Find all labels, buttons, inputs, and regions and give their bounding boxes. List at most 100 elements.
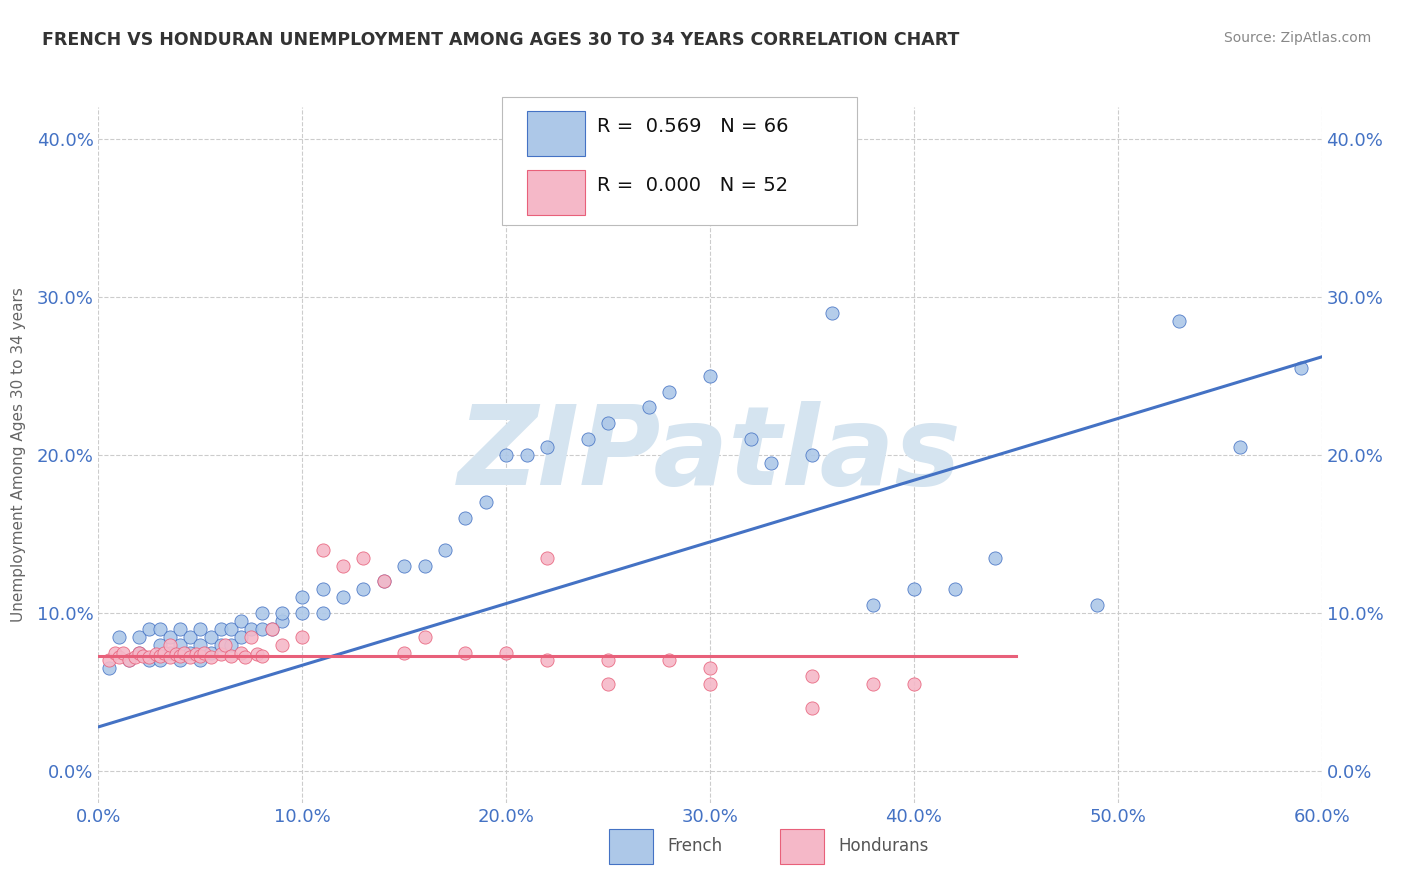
Point	[169, 653, 191, 667]
Point	[1167, 313, 1189, 327]
Point	[270, 606, 294, 620]
Point	[332, 591, 354, 605]
Point	[231, 630, 253, 644]
Point	[173, 646, 195, 660]
Point	[434, 542, 457, 557]
FancyBboxPatch shape	[526, 169, 585, 215]
Point	[352, 582, 374, 597]
Text: FRENCH VS HONDURAN UNEMPLOYMENT AMONG AGES 30 TO 34 YEARS CORRELATION CHART: FRENCH VS HONDURAN UNEMPLOYMENT AMONG AG…	[42, 31, 959, 49]
Text: R =  0.000   N = 52: R = 0.000 N = 52	[598, 176, 789, 194]
Point	[128, 646, 150, 660]
Point	[188, 648, 212, 663]
Point	[233, 650, 256, 665]
Point	[97, 661, 120, 675]
Point	[159, 650, 181, 665]
Point	[231, 614, 253, 628]
Point	[250, 648, 273, 663]
Point	[118, 653, 141, 667]
Point	[658, 384, 681, 399]
Point	[200, 630, 222, 644]
Point	[145, 647, 167, 661]
Point	[862, 598, 884, 612]
Point	[240, 622, 263, 636]
Point	[152, 646, 174, 660]
Point	[598, 653, 620, 667]
Point	[97, 653, 120, 667]
Point	[862, 677, 884, 691]
Point	[219, 638, 242, 652]
Point	[516, 448, 538, 462]
Point	[392, 646, 416, 660]
Point	[699, 368, 721, 383]
Point	[312, 606, 335, 620]
Point	[495, 448, 517, 462]
Point	[352, 550, 374, 565]
Point	[260, 622, 283, 636]
Point	[149, 653, 172, 667]
Point	[209, 647, 232, 661]
Point	[1229, 440, 1251, 454]
Point	[903, 677, 925, 691]
Point	[312, 542, 335, 557]
Point	[231, 646, 253, 660]
Point	[132, 648, 155, 663]
Point	[108, 650, 131, 665]
Text: Source: ZipAtlas.com: Source: ZipAtlas.com	[1223, 31, 1371, 45]
Point	[270, 638, 294, 652]
Point	[740, 432, 762, 446]
Point	[761, 456, 783, 470]
Point	[179, 630, 201, 644]
Point	[454, 646, 477, 660]
Point	[413, 558, 436, 573]
Point	[165, 647, 187, 661]
Point	[699, 661, 721, 675]
Point	[699, 677, 721, 691]
Point	[801, 701, 824, 715]
Point	[1291, 360, 1313, 375]
Point	[200, 646, 222, 660]
Point	[159, 646, 181, 660]
Point	[159, 630, 181, 644]
Point	[111, 646, 134, 660]
Point	[193, 646, 215, 660]
Point	[413, 630, 436, 644]
Point	[209, 638, 232, 652]
Point	[536, 440, 558, 454]
FancyBboxPatch shape	[609, 829, 652, 864]
Point	[291, 591, 314, 605]
Point	[903, 582, 925, 597]
Point	[124, 650, 146, 665]
Point	[149, 638, 172, 652]
Point	[186, 647, 208, 661]
Point	[149, 648, 172, 663]
Point	[138, 622, 160, 636]
Point	[291, 606, 314, 620]
Point	[104, 646, 127, 660]
Point	[219, 622, 242, 636]
Point	[984, 550, 1007, 565]
FancyBboxPatch shape	[526, 111, 585, 156]
Y-axis label: Unemployment Among Ages 30 to 34 years: Unemployment Among Ages 30 to 34 years	[11, 287, 25, 623]
Point	[495, 646, 517, 660]
Point	[179, 650, 201, 665]
Point	[108, 630, 131, 644]
Point	[246, 647, 269, 661]
Point	[801, 448, 824, 462]
Point	[169, 648, 191, 663]
Point	[536, 653, 558, 667]
Point	[128, 646, 150, 660]
Point	[598, 417, 620, 431]
Point	[943, 582, 966, 597]
Point	[118, 653, 141, 667]
Text: Hondurans: Hondurans	[838, 838, 929, 855]
Point	[1085, 598, 1108, 612]
Point	[188, 622, 212, 636]
Point	[188, 638, 212, 652]
Point	[149, 622, 172, 636]
Point	[638, 401, 661, 415]
Point	[312, 582, 335, 597]
Point	[188, 653, 212, 667]
Text: R =  0.569   N = 66: R = 0.569 N = 66	[598, 117, 789, 136]
Point	[332, 558, 354, 573]
Point	[138, 653, 160, 667]
